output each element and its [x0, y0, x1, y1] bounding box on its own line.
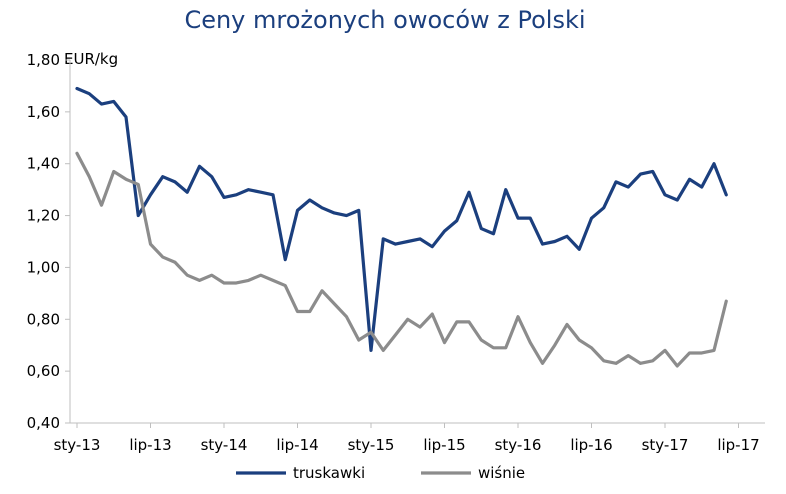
- series-line-truskawki: [75, 86, 728, 352]
- legend-label: truskawki: [293, 464, 365, 482]
- x-tick-label: lip-13: [129, 436, 171, 454]
- x-tick-label: lip-17: [717, 436, 759, 454]
- y-tick-label: 1,00: [27, 258, 60, 276]
- y-tick-label: 1,80: [27, 51, 60, 69]
- x-tick-label: sty-15: [348, 436, 395, 454]
- x-tick-label: sty-14: [201, 436, 248, 454]
- y-axis: 0,40 0,60 0,80 1,00 1,20 1,40 1,60 1,80: [27, 51, 71, 432]
- series-line-wiśnie: [75, 151, 728, 368]
- y-tick-label: 0,60: [27, 362, 60, 380]
- x-tick-label: sty-13: [54, 436, 101, 454]
- series-layer: [75, 86, 728, 368]
- legend: truskawki wiśnie: [236, 464, 525, 482]
- legend-label: wiśnie: [478, 464, 525, 482]
- x-tick-label: sty-17: [642, 436, 689, 454]
- y-tick-label: 1,40: [27, 155, 60, 173]
- x-tick-label: sty-16: [495, 436, 542, 454]
- x-axis: sty-13 lip-13 sty-14 lip-14 sty-15 lip-15 sty-…: [54, 422, 765, 454]
- y-tick-label: 0,80: [27, 310, 60, 328]
- x-tick-label: lip-15: [423, 436, 465, 454]
- chart-title: Ceny mrożonych owoców z Polski: [184, 6, 585, 34]
- x-tick-label: lip-16: [570, 436, 612, 454]
- y-axis-unit-label: EUR/kg: [64, 50, 118, 68]
- y-tick-label: 1,60: [27, 103, 60, 121]
- y-tick-label: 1,20: [27, 207, 60, 225]
- y-tick-label: 0,40: [27, 414, 60, 432]
- x-tick-label: lip-14: [276, 436, 318, 454]
